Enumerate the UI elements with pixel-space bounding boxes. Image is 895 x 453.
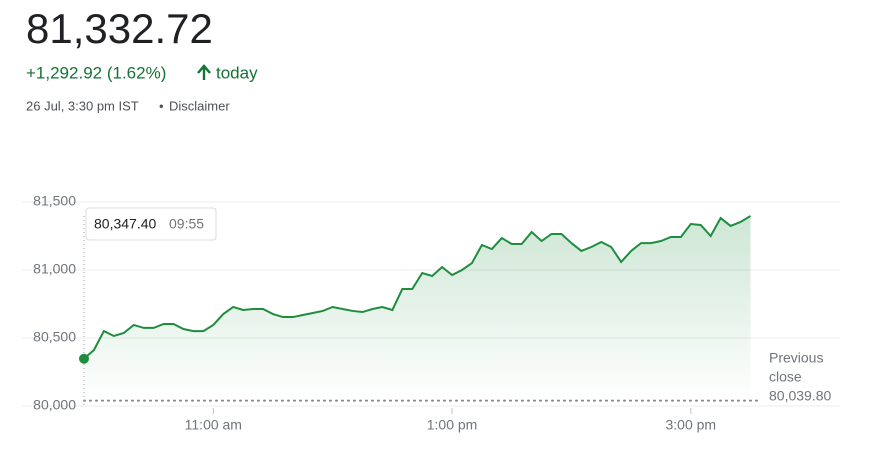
timestamp: 26 Jul, 3:30 pm IST xyxy=(26,98,139,113)
change: +1,292.92 (1.62%) xyxy=(26,63,166,82)
tooltip-value: 80,347.40 xyxy=(94,216,156,232)
period: today xyxy=(216,63,258,82)
previous-close-value: 80,039.80 xyxy=(769,388,831,404)
previous-close-label: Previous xyxy=(769,350,823,366)
tooltip-time: 09:55 xyxy=(169,216,204,232)
y-tick-label: 80,000 xyxy=(33,397,76,413)
y-tick-label: 81,500 xyxy=(33,193,76,209)
y-tick-label: 81,000 xyxy=(33,261,76,277)
previous-close-label: close xyxy=(769,369,802,385)
area-fill xyxy=(84,216,751,401)
tooltip-box xyxy=(85,207,217,241)
up-arrow xyxy=(197,64,211,80)
y-tick-label: 80,500 xyxy=(33,329,76,345)
x-tick-label: 1:00 pm xyxy=(427,417,478,433)
disclaimer-link[interactable]: Disclaimer xyxy=(169,98,230,113)
x-tick-label: 3:00 pm xyxy=(665,417,716,433)
hover-dot xyxy=(79,353,89,364)
x-tick-label: 11:00 am xyxy=(185,417,242,433)
price: 81,332.72 xyxy=(26,5,213,52)
plot: 80,000 80,500 81,000 81,500 11:00 am 1:00 pm 3… xyxy=(22,193,840,433)
price-line xyxy=(83,215,751,360)
separator: • xyxy=(159,98,164,113)
